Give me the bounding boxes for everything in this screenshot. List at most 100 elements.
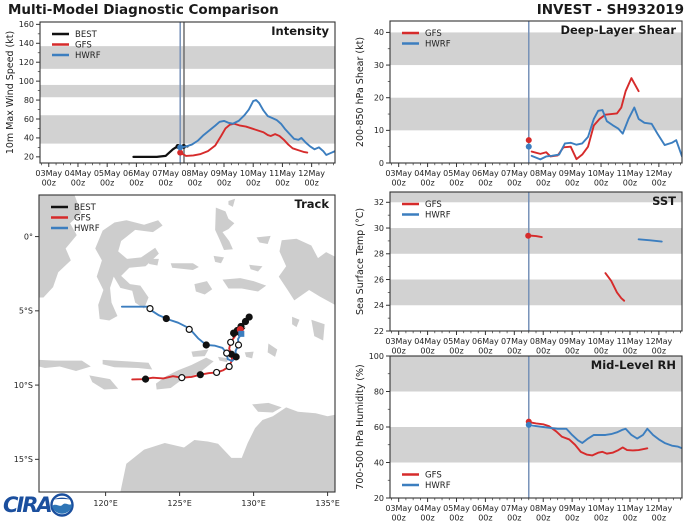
x-axis: 03May00z04May00z05May00z06May00z07May00z… [385, 163, 681, 188]
storm-id-title: INVEST - SH932019 [536, 2, 684, 18]
x-tick-label: 11May [617, 169, 644, 178]
x-tick-sublabel: 00z [275, 179, 289, 188]
y-tick-label: 26 [374, 275, 384, 284]
y-tick-label: 15°S [14, 455, 33, 464]
gfs-init-dot [177, 149, 184, 156]
gfs-init-dot [525, 137, 532, 144]
series-layer [525, 232, 663, 302]
y-axis: 20 40 60 80 100 [369, 352, 390, 503]
gfs-open-marker [225, 362, 233, 371]
landmass [244, 351, 254, 359]
category-band [40, 115, 335, 144]
series-layer [525, 77, 682, 161]
x-tick-label: 05May [443, 169, 470, 178]
x-tick-label: 03May [35, 169, 62, 178]
y-tick-label: 10 [374, 126, 384, 135]
y-tick-label: 120 [19, 58, 34, 67]
landmass [311, 319, 325, 341]
y-tick-label: 100 [369, 352, 384, 361]
x-tick-label: 07May [152, 169, 179, 178]
hwrf-open-marker [234, 341, 243, 349]
gfs-filled-marker [141, 375, 150, 383]
gfs-filled-marker [196, 371, 204, 379]
y-tick-label: 40 [374, 28, 384, 37]
x-tick-sublabel: 00z [304, 179, 318, 188]
y-tick-label: 20 [374, 94, 384, 103]
landmass [147, 258, 159, 266]
y-tick-label: 30 [374, 61, 384, 70]
x-tick-sublabel: 00z [217, 179, 231, 188]
y-axis-title: 200-850 hPa Shear (kt) [355, 37, 366, 147]
x-tick-label: 11May [617, 504, 644, 513]
x-tick-label: 06May [472, 337, 499, 346]
x-tick-sublabel: 00z [420, 347, 434, 356]
landmass [228, 198, 236, 207]
y-tick-label: 60 [374, 423, 384, 432]
y-tick-label: 140 [19, 39, 34, 48]
panel-label: SST [652, 194, 676, 208]
x-tick-label: 125°E [167, 499, 191, 508]
landmass [155, 357, 214, 390]
x-tick-sublabel: 00z [623, 514, 637, 523]
x-tick-label: 09May [559, 337, 586, 346]
y-axis: 0 10 20 30 40 [374, 28, 390, 168]
cira-logo-text: CIRA [3, 492, 53, 517]
x-tick-label: 07May [501, 337, 528, 346]
x-tick-label: 03May [385, 504, 412, 513]
hwrf-line [637, 238, 663, 243]
x-tick-label: 05May [443, 504, 470, 513]
x-tick-sublabel: 00z [449, 514, 463, 523]
x-tick-sublabel: 00z [391, 179, 405, 188]
legend-label-gfs: GFS [75, 41, 92, 51]
landmass [39, 359, 91, 371]
legend-label-best: BEST [74, 203, 97, 213]
x-tick-label: 07May [501, 504, 528, 513]
x-tick-label: 08May [181, 169, 208, 178]
x-tick-label: 08May [530, 337, 557, 346]
x-tick-sublabel: 00z [536, 179, 550, 188]
category-band [40, 84, 335, 98]
category-band [390, 427, 682, 463]
x-tick-sublabel: 00z [71, 179, 85, 188]
x-axis: 03May00z04May00z05May00z06May00z07May00z… [35, 163, 334, 188]
legend-label-gfs: GFS [425, 29, 442, 39]
landmass [95, 220, 163, 321]
x-tick-label: 05May [443, 337, 470, 346]
landmass [249, 264, 263, 272]
plot-border [38, 194, 336, 493]
x-tick-label: 10May [588, 337, 615, 346]
gfs-open-marker [227, 338, 235, 346]
legend-label-best: BEST [75, 30, 98, 40]
x-tick-sublabel: 00z [478, 514, 492, 523]
x-tick-label: 03May [385, 169, 412, 178]
landmass [215, 207, 235, 250]
series-layer [525, 418, 682, 457]
landmass [213, 255, 224, 264]
y-axis: 0° 5°S 10°S 15°S [14, 232, 39, 464]
x-tick-label: 12May [298, 169, 325, 178]
x-tick-label: 03May [385, 337, 412, 346]
y-tick-label: 24 [374, 301, 384, 310]
x-tick-label: 06May [123, 169, 150, 178]
best-filled-marker [241, 317, 250, 326]
category-band [390, 32, 682, 66]
category-band [390, 356, 682, 392]
y-tick-label: 20 [24, 153, 34, 162]
x-tick-label: 09May [559, 169, 586, 178]
y-tick-label: 80 [374, 387, 384, 396]
gfs-init-dot [525, 232, 532, 239]
landmass [218, 356, 229, 363]
gfs-line [131, 329, 241, 381]
landmass [89, 375, 119, 390]
series-layer [120, 305, 253, 383]
x-tick-sublabel: 00z [158, 179, 172, 188]
y-axis-title: Sea Surface Temp (°C) [355, 208, 366, 315]
x-tick-label: 04May [414, 337, 441, 346]
legend-label-hwrf: HWRF [425, 211, 451, 221]
landmass [102, 359, 153, 370]
x-tick-sublabel: 00z [507, 179, 521, 188]
landmass [292, 316, 300, 328]
x-tick-label: 10May [240, 169, 267, 178]
land-layer [39, 195, 335, 492]
x-tick-sublabel: 00z [652, 514, 666, 523]
